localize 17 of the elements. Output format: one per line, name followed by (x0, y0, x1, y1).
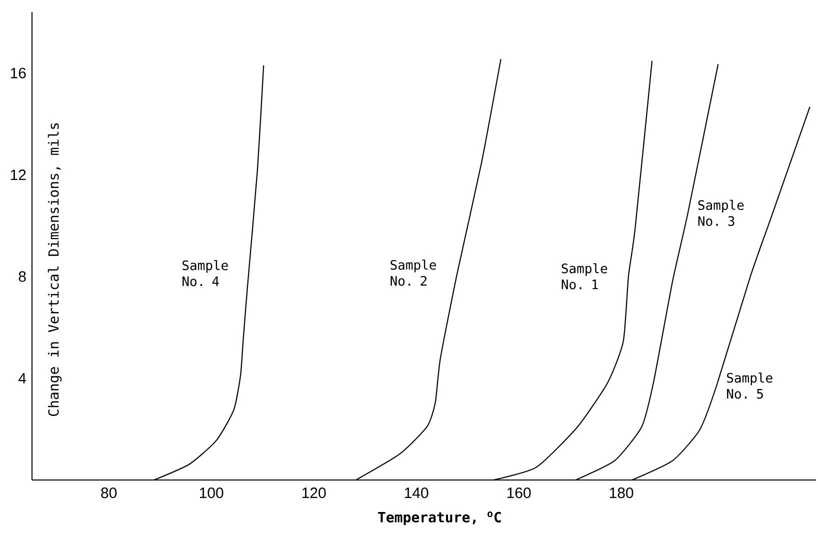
y-tick-label: 4 (18, 373, 26, 384)
series-label: Sample No. 4 (182, 260, 228, 286)
x-tick-label: 120 (302, 488, 326, 498)
x-tick-label: 140 (404, 488, 428, 498)
y-tick-label: 16 (10, 68, 26, 78)
x-tick-label: 160 (507, 488, 531, 498)
series-label: Sample No. 5 (727, 372, 772, 399)
x-tick-label: 180 (610, 488, 634, 498)
series-label: Sample No. 2 (390, 260, 436, 286)
x-tick-label: 100 (200, 488, 224, 498)
y-tick-label: 8 (18, 271, 26, 282)
x-axis-title: Temperature, $^{o}$C (378, 512, 501, 526)
y-tick-label: 12 (10, 170, 26, 180)
y-axis-title: Change in Vertical Dimensions, mils (48, 123, 62, 416)
series-label: Sample No. 1 (562, 263, 608, 290)
x-tick-label: 80 (101, 488, 117, 498)
series-label: Sample No. 3 (698, 200, 744, 226)
